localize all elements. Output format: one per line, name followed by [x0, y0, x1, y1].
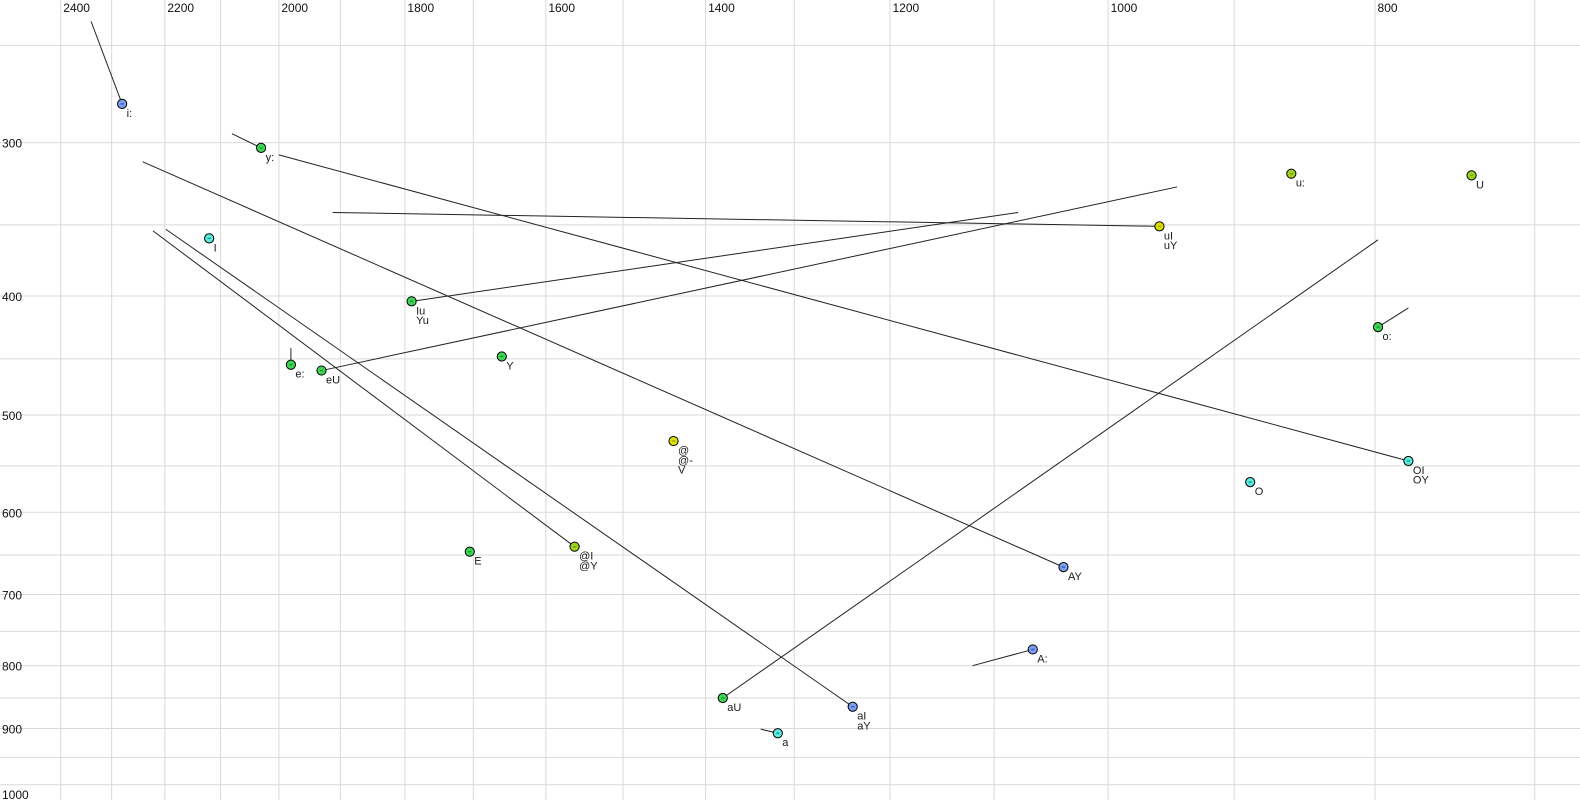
- point-label: uY: [1164, 240, 1178, 252]
- x-tick-label: 1600: [548, 1, 575, 15]
- point-label: aI: [857, 711, 866, 723]
- point-label: Y: [506, 360, 514, 372]
- point-label: Yu: [416, 315, 429, 327]
- point-label: Iu: [416, 305, 425, 317]
- points-group: [117, 98, 1477, 739]
- point-label: AY: [1068, 571, 1083, 583]
- diphthong-trajectory-line: [152, 230, 575, 548]
- y-tick-label: 400: [2, 290, 22, 304]
- y-tick-label: 300: [2, 137, 22, 151]
- formant-tail-line: [90, 21, 123, 105]
- y-tick-label: 700: [2, 588, 22, 602]
- x-axis-labels-group: 2400 2200 2000 1800 1600 1400 1200 1000 800: [63, 1, 1398, 15]
- formant-tail-line: [231, 133, 262, 149]
- diphthong-trajectory-line: [321, 186, 1178, 372]
- point-label: OY: [1413, 475, 1430, 487]
- point-label: uI: [1164, 230, 1173, 242]
- diphthong-trajectory-line: [165, 228, 853, 708]
- point-label: aY: [857, 720, 871, 732]
- diphthong-trajectory-line: [411, 211, 1019, 302]
- point-label: I: [214, 242, 217, 254]
- point-label: i:: [127, 108, 132, 120]
- diphthong-trajectory-line: [142, 161, 1064, 568]
- y-tick-label: 1000: [2, 788, 29, 800]
- point-label: a: [782, 737, 789, 749]
- x-tick-label: 2200: [167, 1, 194, 15]
- x-tick-label: 1200: [892, 1, 919, 15]
- x-tick-label: 1800: [407, 1, 434, 15]
- diphthong-trajectory-line: [722, 239, 1379, 699]
- point-label: V: [678, 464, 686, 476]
- point-label: @: [678, 445, 689, 457]
- y-tick-label: 600: [2, 506, 22, 520]
- x-tick-label: 2000: [281, 1, 308, 15]
- point-label: E: [474, 556, 481, 568]
- point-label: @Y: [579, 560, 598, 572]
- point-label: aU: [727, 702, 741, 714]
- point-label: y:: [266, 152, 275, 164]
- y-axis-labels-group: 300 400 500 600 700 800 900 1000: [2, 137, 29, 800]
- trajectories-group: [90, 21, 1409, 734]
- point-label: u:: [1296, 178, 1305, 190]
- point-label: O: [1255, 486, 1264, 498]
- x-tick-label: 2400: [63, 1, 90, 15]
- point-label: o:: [1383, 331, 1392, 343]
- diphthong-trajectory-line: [332, 211, 1160, 227]
- formant-tail-line: [972, 648, 1033, 667]
- x-tick-label: 800: [1378, 1, 1398, 15]
- point-label: OI: [1413, 465, 1425, 477]
- x-tick-label: 1400: [708, 1, 735, 15]
- point-label: A:: [1037, 653, 1047, 665]
- y-tick-label: 900: [2, 723, 22, 737]
- point-label: @I: [579, 551, 593, 563]
- point-label: eU: [326, 375, 340, 387]
- formant-tail-line: [1377, 307, 1409, 328]
- diphthong-trajectory-line: [278, 154, 1409, 462]
- y-tick-label: 500: [2, 409, 22, 423]
- point-label: U: [1476, 179, 1484, 191]
- y-tick-label: 800: [2, 660, 22, 674]
- x-tick-label: 1000: [1111, 1, 1138, 15]
- point-label: @-: [678, 455, 693, 467]
- point-label: e:: [295, 369, 304, 381]
